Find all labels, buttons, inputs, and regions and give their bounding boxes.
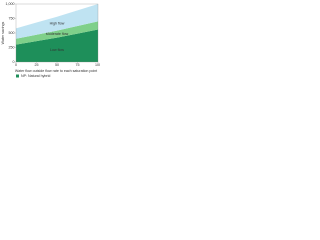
- x-tick-label: 0: [15, 63, 17, 67]
- x-tick-label: 75: [76, 63, 80, 67]
- area: [16, 4, 98, 39]
- legend-label: NP: Natural hybrid: [21, 74, 50, 78]
- x-tick-label: 50: [55, 63, 59, 67]
- area-label: Low flow: [50, 48, 64, 52]
- area-label: Moderate flow: [46, 32, 69, 36]
- y-tick-label: 750: [9, 16, 15, 20]
- legend-swatch: [16, 74, 19, 78]
- x-axis-label: Water flow outside flow rate to each sat…: [15, 69, 97, 73]
- area-label: High flow: [50, 22, 65, 26]
- y-axis-label: Water savings: [1, 21, 5, 44]
- y-tick-label: 1,000: [6, 2, 15, 6]
- y-tick-label: 250: [9, 45, 15, 49]
- area: [16, 29, 98, 62]
- chart: Water savings Water flow outside flow ra…: [1, 2, 100, 78]
- y-tick-label: 500: [9, 31, 15, 35]
- x-tick-label: 25: [35, 63, 39, 67]
- y-tick-label: 0: [13, 60, 15, 64]
- x-tick-label: 100: [95, 63, 100, 67]
- area: [16, 21, 98, 45]
